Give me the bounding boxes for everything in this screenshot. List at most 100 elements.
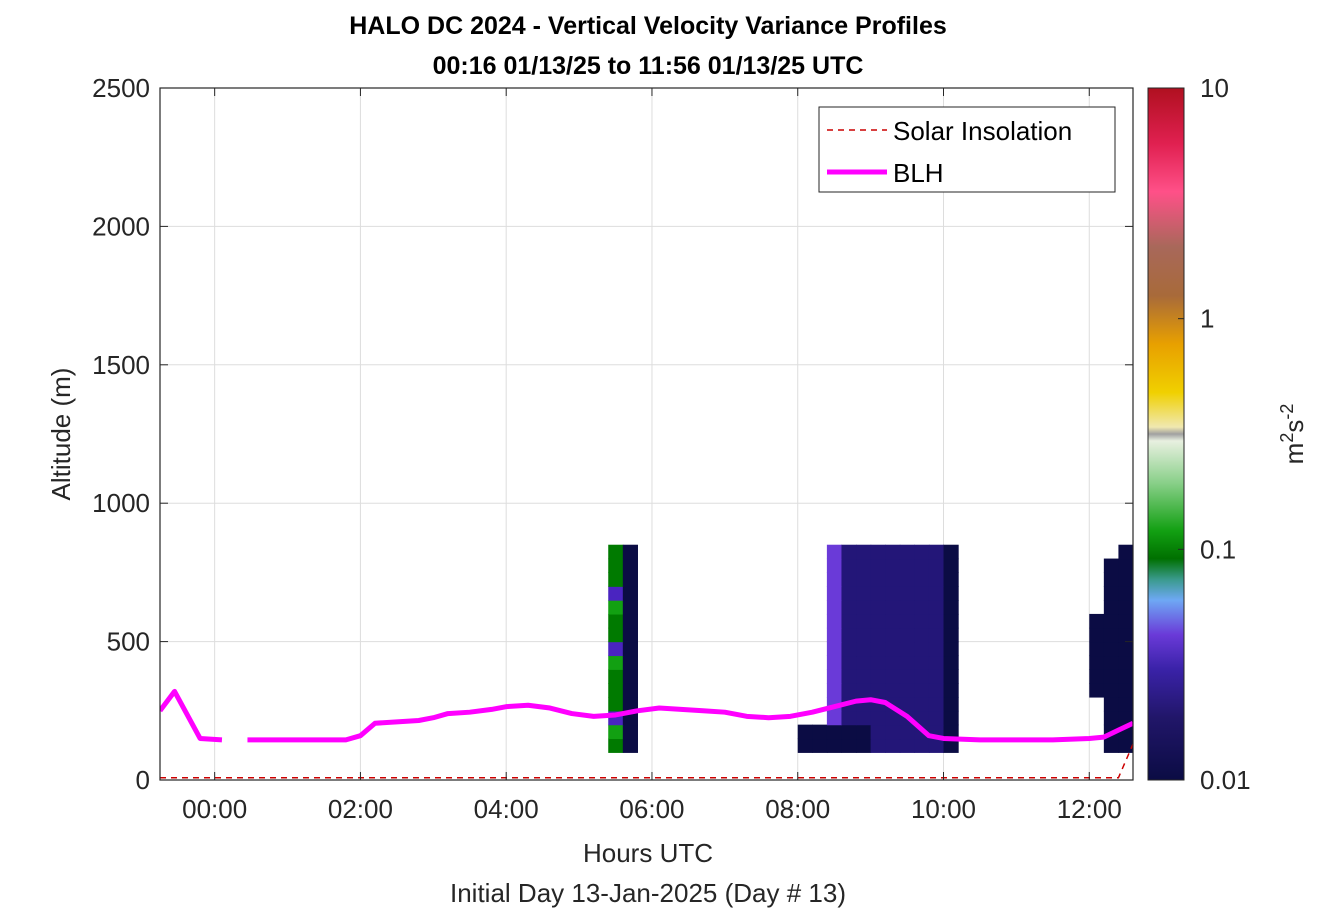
heatmap-cell [1191, 572, 1206, 586]
heatmap-cell [1337, 614, 1343, 628]
heatmap-cell [1206, 669, 1221, 683]
heatmap-cell [1308, 559, 1323, 573]
heatmap-cell [899, 683, 915, 698]
y-tick-label-2: 1000 [92, 488, 150, 518]
heatmap-cell [1235, 545, 1250, 559]
heatmap-cell [608, 696, 624, 712]
heatmap-cell [885, 669, 901, 684]
heatmap-cell [1235, 559, 1250, 573]
heatmap-cell [870, 724, 886, 740]
heatmap-cell [1220, 711, 1235, 725]
heatmap-cell [1118, 641, 1133, 657]
heatmap-cell [928, 710, 945, 726]
heatmap-cell [1206, 600, 1221, 614]
heatmap-cell [928, 738, 945, 753]
heatmap-cell [1322, 586, 1337, 600]
heatmap-cell [1337, 628, 1343, 642]
heatmap-cell [1220, 655, 1235, 669]
heatmap-cell [841, 572, 857, 587]
heatmap-cell [841, 710, 857, 726]
heatmap-cell [928, 613, 945, 629]
heatmap-cell [856, 586, 872, 601]
x-tick-label-6: 12:00 [1057, 794, 1122, 824]
heatmap-cell [856, 613, 872, 629]
heatmap-cell [1322, 738, 1337, 752]
heatmap-cell [1220, 614, 1235, 628]
heatmap-cell [1191, 586, 1206, 600]
heatmap-cell [1103, 655, 1120, 670]
heatmap-cell [1264, 614, 1279, 628]
heatmap-cell [1264, 600, 1279, 614]
heatmap-cell [885, 655, 901, 670]
heatmap-cell [1279, 559, 1294, 573]
heatmap-cell [885, 683, 901, 698]
heatmap-cell [622, 627, 638, 643]
heatmap-cell [1279, 697, 1294, 711]
heatmap-cell [899, 586, 915, 601]
heatmap-cell [928, 655, 945, 670]
heatmap-cell [1235, 614, 1250, 628]
heatmap-cell [1250, 669, 1265, 683]
heatmap-cell [1191, 683, 1206, 697]
heatmap-cell [943, 724, 959, 740]
heatmap-cell [1118, 696, 1133, 712]
heatmap-cell [885, 641, 901, 657]
heatmap-cell [1220, 683, 1235, 697]
heatmap-cell [826, 683, 843, 698]
heatmap-cell [1133, 642, 1148, 656]
heatmap-cell [1293, 683, 1308, 697]
heatmap-cell [1220, 725, 1235, 739]
heatmap-cell [1264, 711, 1279, 725]
heatmap-cell [885, 544, 901, 560]
heatmap-cell [1264, 572, 1279, 586]
colorbar-tick-label-2: 1 [1200, 304, 1214, 334]
heatmap-cell [1279, 655, 1294, 669]
colorbar-tick-label-1: 0.1 [1200, 534, 1236, 564]
heatmap-cell [856, 669, 872, 684]
heatmap-cell [1264, 642, 1279, 656]
heatmap-cell [899, 655, 915, 670]
heatmap-cell [1279, 738, 1294, 752]
heatmap-cell [1308, 669, 1323, 683]
heatmap-cell [899, 669, 915, 684]
heatmap-cells [608, 544, 1343, 753]
heatmap-cell [797, 738, 813, 753]
heatmap-cell [608, 544, 624, 560]
heatmap-cell [870, 655, 886, 670]
heatmap-cell [1103, 738, 1120, 753]
y-tick-label-0: 0 [136, 765, 150, 795]
heatmap-cell [914, 710, 930, 726]
heatmap-cell [1337, 655, 1343, 669]
heatmap-cell [1308, 725, 1323, 739]
heatmap-cell [622, 544, 638, 560]
heatmap-cell [826, 641, 843, 657]
y-tick-label-3: 1500 [92, 350, 150, 380]
heatmap-cell [622, 572, 638, 587]
heatmap-cell [856, 655, 872, 670]
heatmap-cell [1133, 628, 1148, 642]
heatmap-cell [885, 627, 901, 643]
heatmap-cell [899, 738, 915, 753]
heatmap-cell [1191, 697, 1206, 711]
heatmap-cell [1322, 683, 1337, 697]
heatmap-cell [885, 613, 901, 629]
heatmap-cell [885, 586, 901, 601]
heatmap-cell [826, 655, 843, 670]
heatmap-cell [1103, 696, 1120, 712]
colorbar-tick-label-0: 0.01 [1200, 765, 1251, 795]
heatmap-cell [1133, 559, 1148, 573]
heatmap-cell [899, 627, 915, 643]
x-axis-ticks: 00:00 02:00 04:00 06:00 08:00 10:00 12:00 [182, 88, 1122, 824]
heatmap-cell [914, 572, 930, 587]
heatmap-cell [943, 558, 959, 573]
heatmap-cell [1250, 614, 1265, 628]
heatmap-cell [622, 586, 638, 601]
heatmap-cell [870, 613, 886, 629]
heatmap-cell [1103, 572, 1120, 587]
heatmap-cell [870, 710, 886, 726]
heatmap-cell [928, 696, 945, 712]
heatmap-cell [914, 655, 930, 670]
heatmap-cell [1133, 725, 1148, 739]
heatmap-cell [1235, 642, 1250, 656]
